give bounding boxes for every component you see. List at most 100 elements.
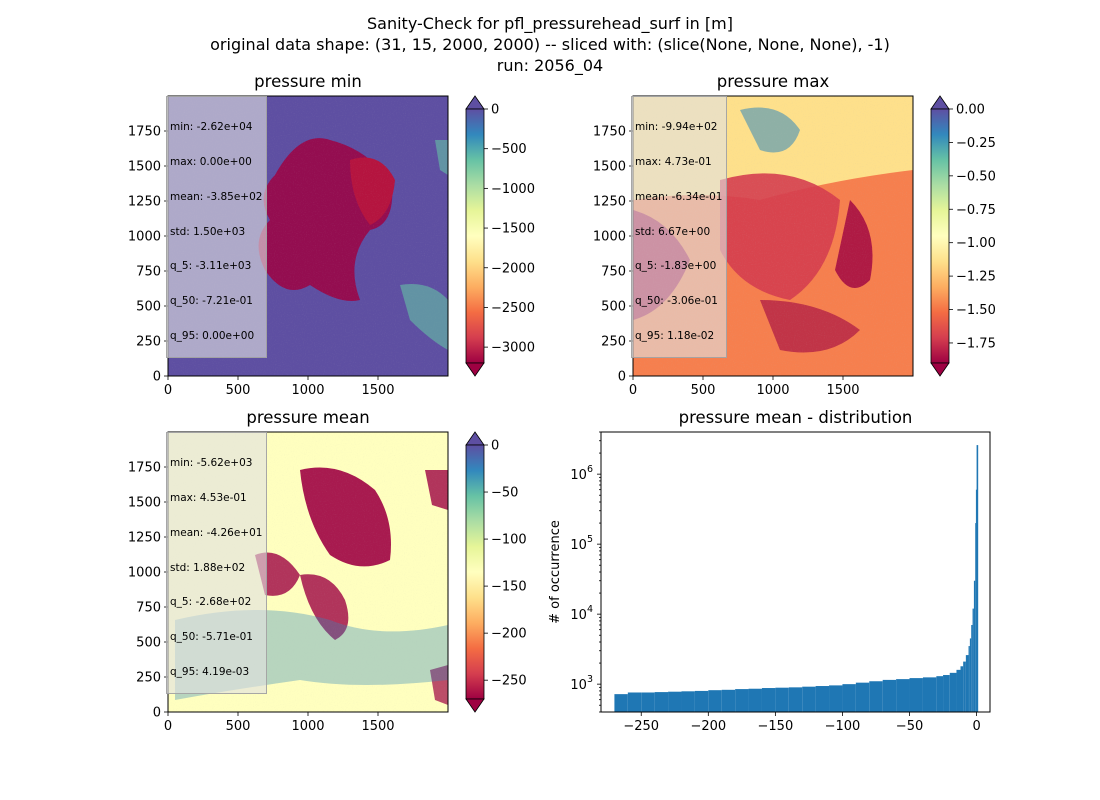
x-tick-label: 1500 [361, 383, 394, 398]
y-tick-label: 1500 [128, 496, 161, 511]
colorbar-pressure-max [930, 95, 950, 377]
colorbar-tick-label: −1500 [491, 222, 535, 237]
histogram-bar [855, 682, 870, 712]
colorbar-tick-label: 0 [491, 439, 499, 454]
histogram-bar [909, 678, 923, 712]
colorbar-tick-label: −1.25 [956, 270, 996, 285]
y-tick-label: 0 [153, 370, 161, 385]
stat-line: q_95: 1.18e-02 [635, 329, 715, 342]
colorbar-extend-bottom [465, 698, 485, 713]
y-tick-label: 106 [570, 464, 593, 483]
x-tick-label: 1000 [756, 383, 789, 398]
stat-line: q_50: -5.71e-01 [170, 631, 253, 644]
colorbar-extend-top [465, 95, 485, 110]
stat-line: min: -5.62e+03 [170, 457, 253, 470]
colorbar-tick-label: −1.75 [956, 336, 996, 351]
histogram-bars [614, 445, 979, 712]
y-tick-label: 750 [601, 265, 626, 280]
histogram-bar [829, 685, 843, 712]
histogram-bar [681, 691, 695, 712]
y-tick-label: 750 [136, 601, 161, 616]
stat-line: min: -9.94e+02 [635, 121, 718, 134]
histogram-bar [882, 679, 897, 712]
colorbar-ramp [465, 108, 485, 364]
colorbar-tick-label: −250 [491, 674, 527, 689]
y-tick-label: 1750 [128, 125, 161, 140]
stat-line: std: 1.88e+02 [170, 561, 246, 574]
histogram-bar [815, 686, 830, 712]
heatmap-region-edge [435, 140, 448, 175]
stat-line: q_95: 0.00e+00 [170, 329, 255, 342]
colorbar-tick-label: −0.75 [956, 203, 996, 218]
colorbar-tick-label: −150 [491, 580, 527, 595]
histogram-bar [775, 687, 789, 712]
y-tick-label: 750 [136, 265, 161, 280]
colorbar-tick-label: 0.00 [956, 103, 985, 118]
histogram-bar [694, 690, 709, 712]
histogram-bar [788, 687, 803, 712]
stat-line: std: 6.67e+00 [635, 225, 711, 238]
stat-line: q_50: -3.06e-01 [635, 295, 718, 308]
colorbar-extend-bottom [930, 362, 950, 377]
y-tick-label: 104 [570, 604, 593, 623]
y-tick-label: 0 [618, 370, 626, 385]
y-tick-label: 105 [570, 534, 593, 553]
axes-title-pressure-min: pressure min [254, 72, 362, 91]
x-tick-label: 1000 [291, 383, 324, 398]
stat-line: std: 1.50e+03 [170, 225, 246, 238]
histogram-bar [922, 677, 937, 712]
histogram-bar [869, 681, 883, 712]
x-tick-label: −50 [896, 719, 923, 734]
histogram-bar [721, 689, 736, 712]
y-tick-label: 500 [136, 636, 161, 651]
histogram-bar [627, 692, 642, 712]
histogram-bar [965, 655, 969, 712]
stat-line: mean: -4.26e+01 [170, 526, 263, 539]
y-tick-label: 1000 [593, 230, 626, 245]
colorbar-tick-label: −3000 [491, 341, 535, 356]
x-tick-label: 0 [164, 719, 172, 734]
stat-line: q_5: -1.83e+00 [635, 260, 717, 273]
axes-frame [600, 431, 991, 713]
panel-pressure-mean-distribution [600, 431, 991, 713]
x-tick-label: 1500 [361, 719, 394, 734]
stat-line: q_50: -7.21e-01 [170, 295, 253, 308]
colorbar-ramp [465, 444, 485, 700]
y-tick-label: 1500 [593, 160, 626, 175]
y-tick-label: 1250 [128, 531, 161, 546]
colorbar-tick-label: −100 [491, 533, 527, 548]
colorbar-tick-label: −500 [491, 142, 527, 157]
stat-line: max: 4.73e-01 [635, 155, 712, 168]
stat-line: min: -2.62e+04 [170, 121, 253, 134]
stat-line: q_95: 4.19e-03 [170, 665, 250, 678]
axes-title-pressure-mean: pressure mean [246, 408, 370, 427]
x-tick-label: 1000 [291, 719, 324, 734]
histogram-bar [975, 523, 977, 712]
histogram-bar [976, 445, 979, 712]
stat-line: mean: -6.34e-01 [635, 190, 723, 203]
y-tick-label: 500 [136, 300, 161, 315]
x-tick-label: 0 [972, 719, 980, 734]
histogram-bar [654, 692, 669, 712]
histogram-bar [896, 679, 910, 712]
figure-title-line-1: Sanity-Check for pfl_pressurehead_surf i… [367, 14, 733, 33]
stats-box-pressure-min: min: -2.62e+04 max: 0.00e+00 mean: -3.85… [166, 96, 268, 359]
y-tick-label: 103 [570, 674, 593, 693]
histogram-bar [960, 666, 964, 712]
axes-title-distribution: pressure mean - distribution [678, 408, 913, 427]
colorbar-extend-bottom [465, 362, 485, 377]
histogram-bar [614, 694, 628, 712]
histogram-bar [972, 608, 974, 712]
colorbar-tick-label: −2000 [491, 261, 535, 276]
y-tick-label: 1750 [593, 125, 626, 140]
histogram-bar [956, 669, 961, 712]
histogram-bar [761, 688, 776, 712]
colorbar-tick-label: −1.00 [956, 236, 996, 251]
colorbar-tick-label: −1.50 [956, 303, 996, 318]
colorbar-tick-label: −1000 [491, 182, 535, 197]
histogram-bar [963, 661, 966, 712]
histogram-bar [971, 624, 973, 712]
stats-box-pressure-max: min: -9.94e+02 max: 4.73e-01 mean: -6.34… [631, 96, 728, 359]
histogram-bar [975, 489, 977, 712]
histogram-bar [968, 646, 970, 712]
